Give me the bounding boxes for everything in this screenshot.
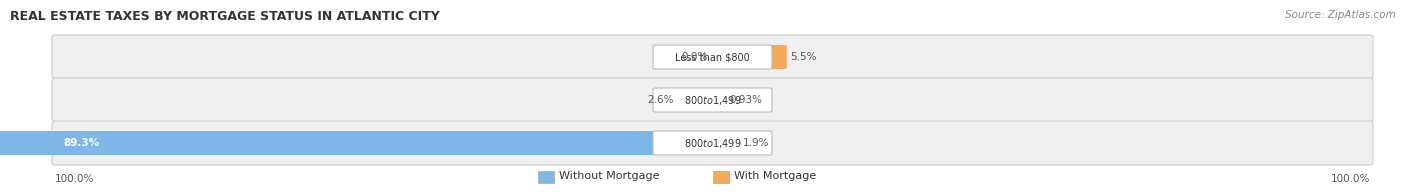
- Text: 2.6%: 2.6%: [647, 95, 673, 105]
- FancyBboxPatch shape: [710, 88, 727, 112]
- FancyBboxPatch shape: [538, 171, 554, 183]
- Text: Less than $800: Less than $800: [675, 52, 749, 62]
- FancyBboxPatch shape: [0, 131, 714, 155]
- FancyBboxPatch shape: [52, 121, 1374, 165]
- Text: $800 to $1,499: $800 to $1,499: [683, 93, 741, 106]
- Text: 1.9%: 1.9%: [742, 138, 769, 148]
- FancyBboxPatch shape: [52, 35, 1374, 79]
- Text: 0.0%: 0.0%: [682, 52, 707, 62]
- Text: 100.0%: 100.0%: [1330, 174, 1369, 184]
- Text: $800 to $1,499: $800 to $1,499: [683, 136, 741, 150]
- Text: Source: ZipAtlas.com: Source: ZipAtlas.com: [1285, 10, 1396, 20]
- Text: Without Mortgage: Without Mortgage: [560, 171, 659, 181]
- Text: 0.93%: 0.93%: [730, 95, 762, 105]
- Text: 100.0%: 100.0%: [55, 174, 94, 184]
- FancyBboxPatch shape: [710, 131, 740, 155]
- FancyBboxPatch shape: [713, 171, 728, 183]
- FancyBboxPatch shape: [652, 45, 772, 69]
- FancyBboxPatch shape: [676, 88, 714, 112]
- FancyBboxPatch shape: [652, 131, 772, 155]
- FancyBboxPatch shape: [652, 88, 772, 112]
- Text: REAL ESTATE TAXES BY MORTGAGE STATUS IN ATLANTIC CITY: REAL ESTATE TAXES BY MORTGAGE STATUS IN …: [10, 10, 440, 23]
- Text: With Mortgage: With Mortgage: [734, 171, 817, 181]
- Text: 5.5%: 5.5%: [790, 52, 817, 62]
- FancyBboxPatch shape: [710, 45, 787, 69]
- FancyBboxPatch shape: [52, 78, 1374, 122]
- Text: 89.3%: 89.3%: [63, 138, 100, 148]
